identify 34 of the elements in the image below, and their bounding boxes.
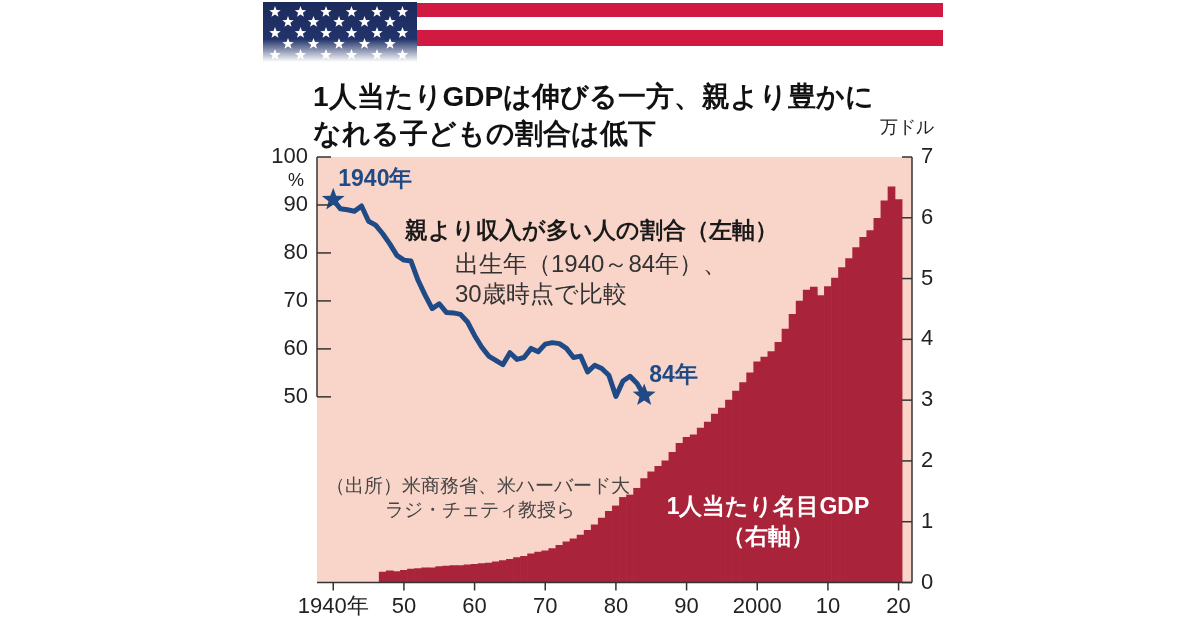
x-tick-label: 1940年 — [297, 592, 369, 618]
annotation: 84年 — [649, 360, 698, 387]
annotation: 30歳時点で比較 — [455, 279, 627, 307]
chart-title: 1人当たりGDPは伸びる一方、親より豊かになれる子どもの割合は低下 — [313, 80, 875, 151]
y-tick-label: 70 — [283, 286, 308, 312]
x-tick-label: 20 — [886, 592, 911, 618]
x-tick-label: 60 — [462, 592, 487, 618]
x-tick-label: 2000 — [732, 592, 782, 618]
y2-tick-label: 3 — [921, 386, 934, 412]
annotation: 1940年 — [338, 165, 413, 192]
y2-tick-label: 7 — [921, 143, 934, 169]
annotation: （出所）米商務省、米ハーバード大 — [326, 475, 630, 497]
x-tick-label: 90 — [674, 592, 699, 618]
y-tick-label: 50 — [283, 382, 308, 408]
y2-tick-label: 2 — [921, 446, 934, 472]
y2-tick-label: 6 — [921, 203, 934, 229]
y-tick-label: 100 — [271, 143, 308, 169]
x-tick-label: 10 — [815, 592, 841, 618]
y2-tick-label: 5 — [921, 264, 934, 290]
y-axis-title: % — [287, 169, 305, 190]
y2-axis-title: 万ドル — [880, 116, 934, 137]
y2-tick-label: 4 — [921, 325, 934, 351]
annotation: 出生年（1940～84年）、 — [455, 249, 728, 277]
x-tick-label: 50 — [391, 592, 417, 618]
series-label: 1人当たり名目GDP（右軸） — [666, 493, 870, 550]
series-label: 親より収入が多い人の割合（左軸） — [404, 218, 778, 244]
y2-tick-label: 0 — [921, 568, 934, 594]
y-tick-label: 90 — [283, 191, 308, 217]
y-tick-label: 80 — [283, 239, 308, 264]
annotation: ラジ・チェティ教授ら — [385, 499, 575, 521]
y2-tick-label: 1 — [921, 507, 934, 533]
x-tick-label: 80 — [603, 592, 629, 618]
y-tick-label: 60 — [283, 334, 308, 360]
x-tick-label: 70 — [533, 592, 558, 618]
